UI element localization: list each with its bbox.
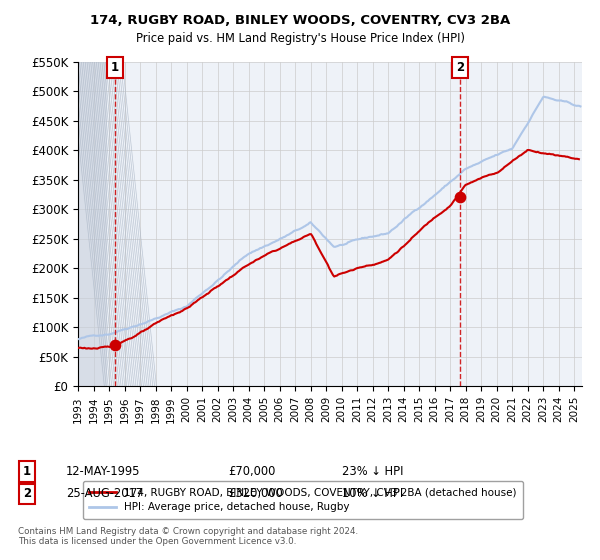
Text: 12-MAY-1995: 12-MAY-1995 xyxy=(66,465,140,478)
Point xyxy=(110,340,119,349)
Point xyxy=(455,193,465,202)
Text: 2: 2 xyxy=(23,487,31,501)
Text: 25-AUG-2017: 25-AUG-2017 xyxy=(66,487,143,501)
Text: 23% ↓ HPI: 23% ↓ HPI xyxy=(342,465,403,478)
Text: £320,000: £320,000 xyxy=(228,487,283,501)
Text: £70,000: £70,000 xyxy=(228,465,275,478)
Legend: 174, RUGBY ROAD, BINLEY WOODS, COVENTRY, CV3 2BA (detached house), HPI: Average : 174, RUGBY ROAD, BINLEY WOODS, COVENTRY,… xyxy=(83,481,523,519)
Text: 10% ↓ HPI: 10% ↓ HPI xyxy=(342,487,403,501)
Text: 1: 1 xyxy=(23,465,31,478)
Text: 1: 1 xyxy=(110,61,119,74)
Text: 2: 2 xyxy=(456,61,464,74)
Text: Contains HM Land Registry data © Crown copyright and database right 2024.
This d: Contains HM Land Registry data © Crown c… xyxy=(18,526,358,546)
Text: Price paid vs. HM Land Registry's House Price Index (HPI): Price paid vs. HM Land Registry's House … xyxy=(136,32,464,45)
Text: 174, RUGBY ROAD, BINLEY WOODS, COVENTRY, CV3 2BA: 174, RUGBY ROAD, BINLEY WOODS, COVENTRY,… xyxy=(90,14,510,27)
